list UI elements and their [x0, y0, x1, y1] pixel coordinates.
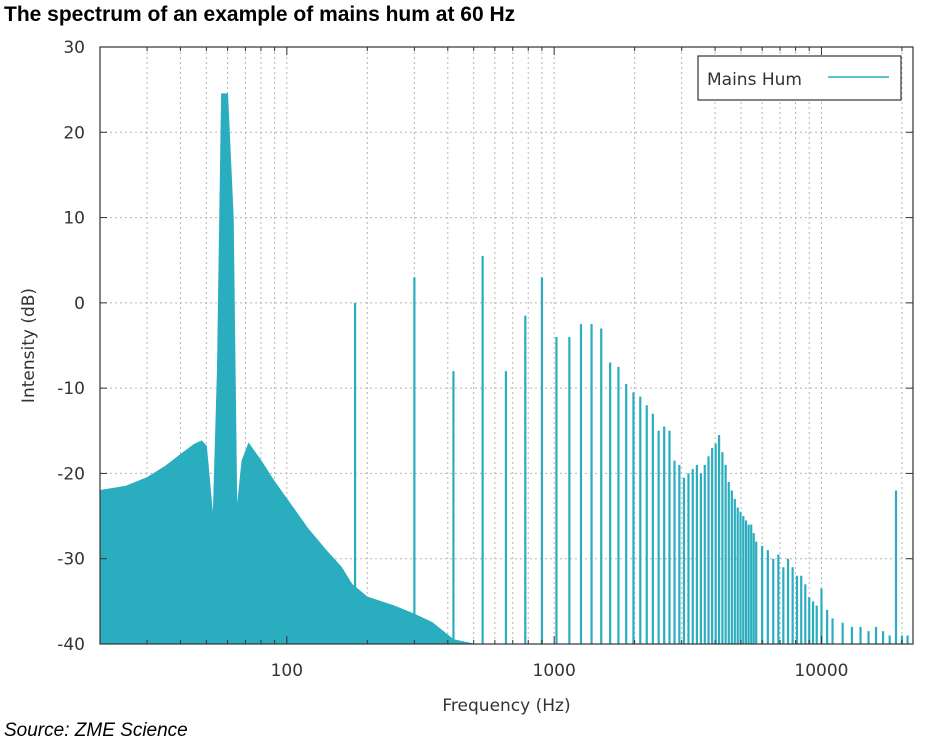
- y-tick-label: -30: [57, 550, 85, 570]
- y-tick-label: 0: [74, 294, 85, 314]
- y-tick-label: 10: [63, 209, 85, 229]
- legend-label: Mains Hum: [707, 70, 802, 90]
- source-caption: Source: ZME Science: [4, 720, 188, 741]
- y-tick-label: 20: [63, 123, 85, 143]
- series-area: [99, 93, 913, 645]
- plot-frame: [99, 46, 914, 645]
- legend: Mains Hum: [697, 55, 902, 101]
- x-tick-label: 10000: [794, 661, 848, 681]
- x-axis-label: Frequency (Hz): [442, 696, 570, 716]
- x-tick-label: 1000: [533, 661, 576, 681]
- y-axis-label: Intensity (dB): [19, 288, 39, 403]
- x-axis-ticks: 100 1000 10000: [146, 47, 903, 681]
- y-tick-label: -20: [57, 464, 85, 484]
- y-tick-label: -10: [57, 379, 85, 399]
- y-tick-label: 30: [63, 38, 85, 58]
- x-tick-label: 100: [271, 661, 303, 681]
- legend-box: [697, 55, 902, 101]
- y-axis-ticks: -40 -30 -20 -10 0 10 20 30: [57, 38, 913, 655]
- chart-title: The spectrum of an example of mains hum …: [4, 3, 516, 26]
- y-tick-label: -40: [57, 635, 85, 655]
- plot-area: [99, 93, 913, 645]
